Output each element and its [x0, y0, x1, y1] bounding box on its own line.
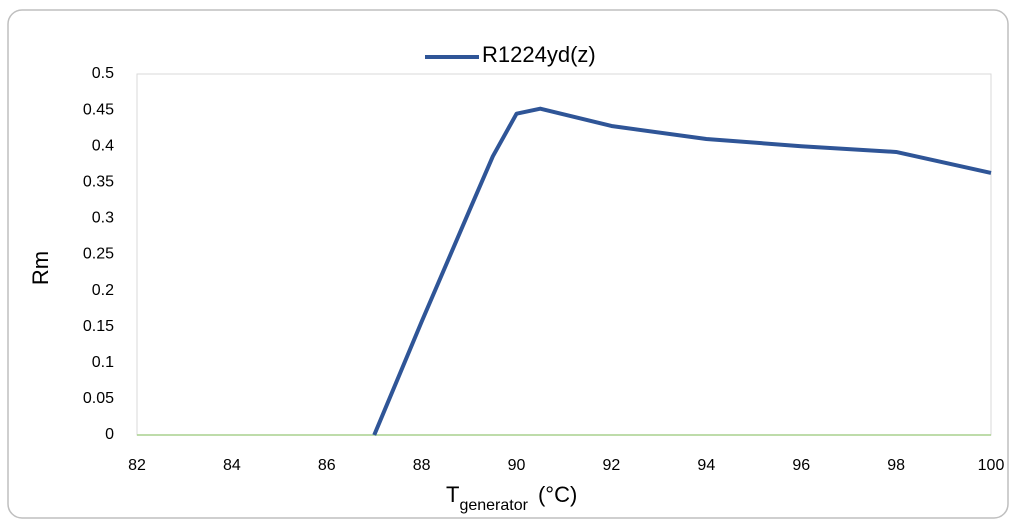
y-tick-label: 0.25	[83, 246, 114, 263]
x-axis-label: Tgenerator (°C)	[446, 482, 577, 514]
x-label-unit: (°C)	[538, 482, 577, 507]
x-tick-label: 94	[697, 457, 715, 474]
series-line	[372, 106, 992, 436]
y-tick-label: 0.5	[92, 65, 114, 82]
y-tick-label: 0.2	[92, 282, 114, 299]
x-tick-label: 96	[792, 457, 810, 474]
x-tick-label: 100	[978, 457, 1005, 474]
x-tick-label: 92	[603, 457, 621, 474]
x-tick-label: 84	[223, 457, 241, 474]
x-tick-label: 82	[128, 457, 146, 474]
x-tick-label: 88	[413, 457, 431, 474]
y-axis-label: Rm	[28, 251, 53, 285]
x-tick-label: 98	[887, 457, 905, 474]
x-label-main: T	[446, 482, 459, 507]
plot-area	[136, 73, 992, 436]
y-tick-label: 0.35	[83, 174, 114, 191]
chart-frame	[7, 9, 1009, 519]
x-tick-label: 90	[508, 457, 526, 474]
y-tick-label: 0	[105, 426, 114, 443]
y-tick-label: 0.05	[83, 390, 114, 407]
y-tick-label: 0.15	[83, 318, 114, 335]
y-tick-label: 0.3	[92, 210, 114, 227]
y-tick-label: 0.4	[92, 137, 114, 154]
y-tick-label: 0.45	[83, 101, 114, 118]
x-label-subscript: generator	[459, 497, 528, 514]
y-tick-label: 0.1	[92, 354, 114, 371]
legend-label: R1224yd(z)	[482, 42, 596, 67]
x-tick-label: 86	[318, 457, 336, 474]
